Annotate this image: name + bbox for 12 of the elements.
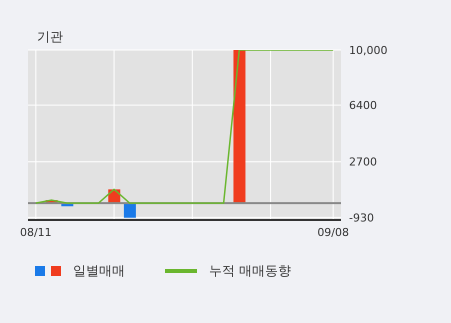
chart-title: 기관	[37, 29, 63, 46]
x-tick-label: 09/08	[317, 226, 350, 239]
legend-label: 일별매매	[73, 263, 125, 280]
y-tick-label: -930	[349, 211, 374, 224]
y-tick-label: 2700	[349, 156, 377, 169]
y-tick-label: 10,000	[349, 44, 388, 57]
legend-label: 누적 매매동향	[209, 263, 292, 280]
x-tick-label: 08/11	[20, 226, 52, 239]
bar	[233, 50, 246, 204]
line-series	[35, 50, 334, 204]
y-tick-label: 6400	[349, 99, 377, 112]
bar	[124, 203, 136, 218]
